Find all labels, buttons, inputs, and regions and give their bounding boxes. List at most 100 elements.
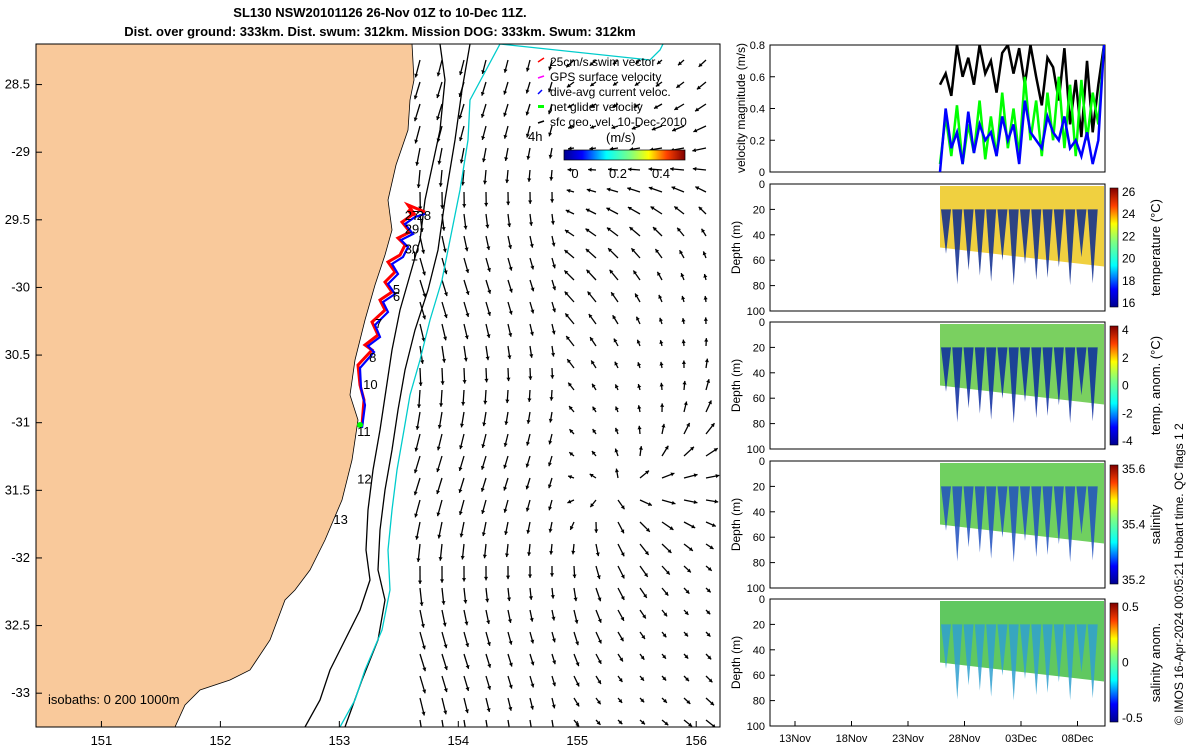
current-vector-head [462,204,467,208]
current-vector-head [597,659,602,664]
current-vector-head [486,730,490,734]
current-vector-head [548,506,553,511]
map-y-tick-label: -29 [11,144,30,159]
current-vector-head [547,110,552,115]
current-vector-head [439,579,445,583]
section-y-tick-label: 0 [759,456,765,468]
current-vector-head [695,186,700,191]
current-vector-head [704,358,709,363]
section-colorbar-label: salinity [1148,504,1163,544]
current-vector-head [688,722,693,727]
section-dive-plume [941,486,951,531]
current-vector-head [552,682,557,687]
current-vector-head [464,247,469,252]
current-vector-head [710,701,714,706]
current-vector-head [527,178,532,182]
current-vector-head [486,246,491,251]
current-vector-head [442,248,447,253]
map-y-tick-label: 31.5 [5,482,30,497]
current-vector-head [708,400,712,405]
current-vector-head [644,550,649,555]
day-label: 30 [405,242,419,257]
current-vector-head [682,380,687,385]
current-vector-head [585,208,590,213]
current-vector-head [508,332,513,337]
current-vector-head [585,228,590,233]
current-vector-head [458,137,463,142]
current-vector-head [591,360,595,365]
current-vector-head [587,291,592,296]
current-vector-head [684,632,689,637]
current-vector-head [564,229,569,234]
section-colorbar [1109,187,1119,308]
current-vector-head [568,146,572,151]
section-dive-plume [952,486,963,562]
current-vector-head [585,248,590,253]
current-vector-head [529,728,533,732]
current-vector-head [458,511,463,516]
current-vector-head [608,167,612,172]
current-vector-head [460,555,465,560]
section-y-tick-label: 20 [753,481,765,493]
current-vector-head [648,186,653,191]
current-vector-head [703,317,708,321]
current-vector-head [574,619,579,624]
current-vector-head [508,245,513,249]
current-vector-head [507,597,512,602]
current-vector-head [592,406,597,411]
time-tick-label: 08Dec [1062,733,1094,745]
section-dive-plume [1076,347,1087,396]
current-vector-head [676,84,681,88]
section-colorbar-tick: 26 [1122,185,1136,199]
current-vector-head [637,405,642,410]
current-vector-head [568,475,573,480]
section-dive-plume [997,209,1008,261]
current-vector-head [530,639,535,644]
current-vector-head [464,709,469,714]
current-vector-head [465,269,470,273]
current-vector-head [681,295,686,300]
current-vector-head [415,161,420,166]
velocity-ylabel: velocity magnitude (m/s) [734,43,748,173]
current-vector-head [686,700,691,704]
section-colorbar-tick: 2 [1122,351,1129,365]
section-colorbar-tick: 24 [1122,207,1136,221]
current-vector-head [508,310,513,315]
current-vector-head [664,591,669,596]
current-vector-head [597,680,601,685]
current-vector-head [482,554,487,559]
current-vector-head [460,181,465,186]
current-vector-head [526,155,531,160]
current-vector-head [503,68,508,73]
current-vector-head [528,596,533,600]
map-x-tick-label: 155 [566,733,588,748]
current-vector-head [464,335,469,340]
current-vector-head [615,406,619,411]
section-dive-plume [974,347,985,414]
current-vector-head [415,535,420,540]
current-vector-head [530,287,535,292]
current-vector-head [485,356,490,361]
current-vector-head [458,467,463,471]
section-y-tick-label: 60 [753,255,765,267]
dive-avg-track [358,212,426,429]
current-vector-head [659,340,664,345]
current-vector-head [590,503,595,508]
current-vector-head [613,338,618,343]
current-vector-head [482,180,488,185]
section-colorbar-label: temp. anom. (°C) [1148,336,1163,435]
current-vector-head [619,657,623,662]
current-vector-head [692,148,697,153]
current-vector-head [463,599,468,604]
current-vector-head [644,572,648,577]
current-vector-head [413,95,418,100]
current-vector-head [635,60,640,64]
velocity-series-sfc-geo [938,45,1105,138]
current-vector-head [459,423,465,428]
section-dive-plume [963,624,974,686]
current-vector-head [684,654,689,659]
current-vector-head [664,721,669,726]
current-vector-head [464,621,469,626]
current-vector-head [481,509,486,514]
current-vectors [413,59,720,734]
